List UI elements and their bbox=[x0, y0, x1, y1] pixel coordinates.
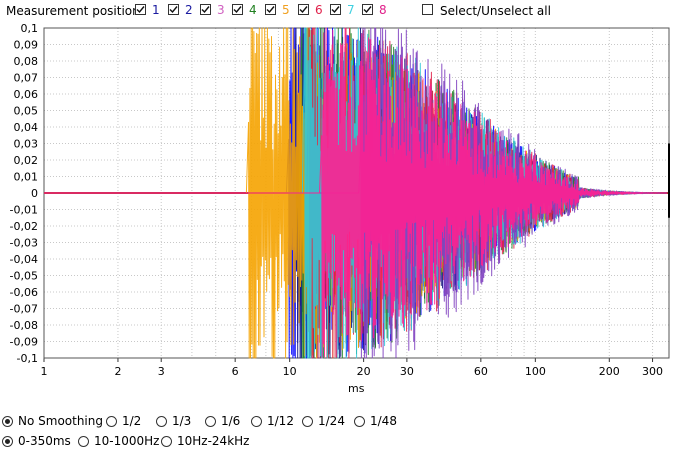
smoothing-radio-1[interactable] bbox=[106, 416, 117, 427]
y-tick-label: 0,02 bbox=[14, 154, 39, 167]
y-tick-label: -0,08 bbox=[10, 319, 38, 332]
x-tick-label: 1 bbox=[41, 365, 48, 378]
x-tick-label: 60 bbox=[474, 365, 488, 378]
smoothing-radio-4[interactable] bbox=[251, 416, 262, 427]
y-tick-label: -0,1 bbox=[17, 352, 38, 365]
smoothing-label-1[interactable]: 1/2 bbox=[122, 414, 142, 428]
smoothing-radio-2[interactable] bbox=[156, 416, 167, 427]
position-label-8: 8 bbox=[379, 3, 387, 17]
smoothing-label-4[interactable]: 1/12 bbox=[267, 414, 294, 428]
y-tick-label: -0,09 bbox=[10, 336, 38, 349]
measurement-position-bar: Measurement position: 1 2 3 4 5 6 7 8 Select/Un… bbox=[0, 0, 684, 22]
range-radio-2[interactable] bbox=[161, 436, 172, 447]
y-tick-label: 0,06 bbox=[14, 88, 39, 101]
measurement-position-label: Measurement position: bbox=[6, 4, 144, 18]
position-label-7: 7 bbox=[347, 3, 355, 17]
position-checkbox-6[interactable] bbox=[298, 4, 309, 15]
y-tick-label: 0,07 bbox=[14, 72, 39, 85]
y-tick-label: -0,02 bbox=[10, 220, 38, 233]
position-label-3: 3 bbox=[217, 3, 225, 17]
smoothing-label-5[interactable]: 1/24 bbox=[318, 414, 345, 428]
position-checkbox-1[interactable] bbox=[135, 4, 146, 15]
position-checkbox-3[interactable] bbox=[200, 4, 211, 15]
x-tick-label: 30 bbox=[400, 365, 414, 378]
position-checkbox-7[interactable] bbox=[330, 4, 341, 15]
smoothing-radio-3[interactable] bbox=[205, 416, 216, 427]
smoothing-radio-0[interactable] bbox=[2, 416, 13, 427]
x-tick-label: 10 bbox=[283, 365, 297, 378]
select-all-label[interactable]: Select/Unselect all bbox=[440, 4, 551, 18]
position-label-2: 2 bbox=[185, 3, 193, 17]
position-label-1: 1 bbox=[152, 3, 160, 17]
position-label-5: 5 bbox=[282, 3, 290, 17]
y-tick-label: -0,06 bbox=[10, 286, 38, 299]
position-checkbox-5[interactable] bbox=[265, 4, 276, 15]
y-tick-label: -0,03 bbox=[10, 237, 38, 250]
y-tick-label: 0 bbox=[31, 187, 38, 200]
y-tick-label: 0,09 bbox=[14, 39, 39, 52]
range-radio-0[interactable] bbox=[2, 436, 13, 447]
y-tick-label: -0,07 bbox=[10, 303, 38, 316]
x-tick-label: 3 bbox=[158, 365, 165, 378]
y-tick-label: 0,03 bbox=[14, 138, 39, 151]
range-label-1[interactable]: 10-1000Hz bbox=[94, 434, 160, 448]
position-label-6: 6 bbox=[315, 3, 323, 17]
select-all-checkbox[interactable] bbox=[422, 4, 433, 15]
position-label-4: 4 bbox=[249, 3, 257, 17]
range-label-0[interactable]: 0-350ms bbox=[18, 434, 71, 448]
range-label-2[interactable]: 10Hz-24kHz bbox=[177, 434, 250, 448]
y-tick-label: -0,01 bbox=[10, 204, 38, 217]
impulse-response-chart: 0,1 0,09 0,08 0,07 0,06 0,05 0,04 0,03 0,02 0,01 0… bbox=[0, 22, 684, 398]
y-tick-label: -0,04 bbox=[10, 253, 38, 266]
smoothing-radio-6[interactable] bbox=[354, 416, 365, 427]
smoothing-label-6[interactable]: 1/48 bbox=[370, 414, 397, 428]
smoothing-radio-5[interactable] bbox=[302, 416, 313, 427]
smoothing-label-2[interactable]: 1/3 bbox=[172, 414, 192, 428]
x-tick-label: 2 bbox=[114, 365, 121, 378]
position-checkbox-2[interactable] bbox=[168, 4, 179, 15]
x-tick-label: 300 bbox=[642, 365, 663, 378]
x-tick-label: 100 bbox=[525, 365, 546, 378]
x-axis-label: ms bbox=[348, 382, 365, 395]
y-tick-label: 0,04 bbox=[14, 121, 39, 134]
position-checkbox-4[interactable] bbox=[232, 4, 243, 15]
range-radio-1[interactable] bbox=[78, 436, 89, 447]
y-tick-label: -0,05 bbox=[10, 270, 38, 283]
x-tick-label: 200 bbox=[599, 365, 620, 378]
position-checkbox-8[interactable] bbox=[362, 4, 373, 15]
y-tick-label: 0,05 bbox=[14, 105, 39, 118]
smoothing-label-3[interactable]: 1/6 bbox=[221, 414, 241, 428]
chart-svg: 0,1 0,09 0,08 0,07 0,06 0,05 0,04 0,03 0,02 0,01 0… bbox=[10, 22, 670, 395]
x-tick-label: 20 bbox=[357, 365, 371, 378]
y-tick-label: 0,1 bbox=[21, 22, 39, 35]
series-line-8 bbox=[44, 27, 668, 359]
x-tick-label: 6 bbox=[232, 365, 239, 378]
y-tick-label: 0,08 bbox=[14, 55, 39, 68]
smoothing-label-0[interactable]: No Smoothing bbox=[18, 414, 103, 428]
y-tick-label: 0,01 bbox=[14, 171, 39, 184]
